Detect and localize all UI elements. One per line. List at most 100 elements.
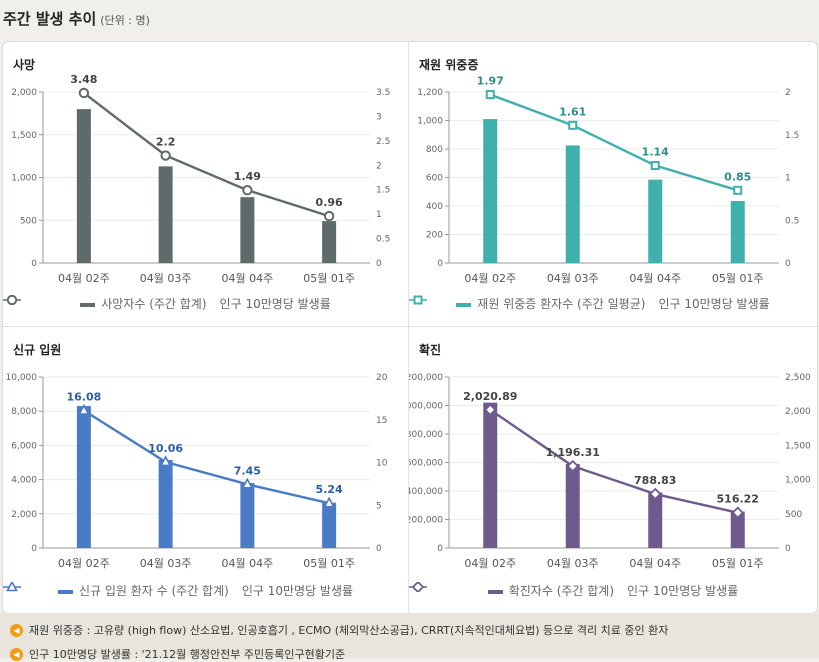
- line-point-marker: [566, 459, 580, 473]
- note-text: 인구 10만명당 발생률 : '21.12월 행정안전부 주민등록인구현황기준: [29, 648, 346, 661]
- y-left-tick-label: 1,200,000: [409, 373, 443, 383]
- chart-svg: 0 500 1,000 1,500 2,000 0 0.5 1 1.5 2 2.5 3 3.5 04월 0…: [11, 73, 390, 285]
- x-tick-label: 04월 02주: [464, 557, 516, 570]
- legend-line-swatch: [409, 582, 427, 592]
- data-label: 1,196.31: [546, 446, 600, 459]
- x-tick-label: 04월 02주: [58, 272, 110, 285]
- legend: 사망자수 (주간 합계) 인구 10만명당 발생률: [3, 295, 408, 312]
- y-left-tick-label: 10,000: [6, 373, 38, 383]
- x-tick-label: 04월 02주: [464, 272, 516, 285]
- bar: [730, 511, 745, 548]
- bar: [730, 201, 745, 263]
- line-point-marker: [483, 403, 497, 417]
- y-right-tick-label: 0.5: [376, 235, 390, 245]
- bar: [648, 179, 663, 263]
- legend: 신규 입원 환자 수 (주간 합계) 인구 10만명당 발생률: [3, 582, 408, 599]
- notes-box: ◀ 재원 위중증 : 고유량 (high flow) 산소요법, 인공호흡기 ,…: [0, 613, 819, 661]
- legend: 확진자수 (주간 합계) 인구 10만명당 발생률: [409, 582, 817, 599]
- line-point-marker: [648, 487, 662, 501]
- line-point-marker: [733, 185, 743, 195]
- legend-label: 사망자수 (주간 합계): [101, 297, 207, 311]
- x-tick-label: 04월 02주: [58, 557, 110, 570]
- line-point-marker: [241, 477, 254, 489]
- y-left-tick-label: 1,000: [11, 174, 37, 184]
- y-left-tick-label: 1,000: [417, 117, 443, 127]
- x-tick-label: 04월 04주: [629, 272, 681, 285]
- y-left-tick-label: 0: [437, 544, 443, 554]
- line-point-marker: [159, 455, 172, 467]
- y-left-tick-label: 2,000: [11, 88, 37, 98]
- note-text: 재원 위중증 : 고유량 (high flow) 산소요법, 인공호흡기 , E…: [29, 624, 669, 637]
- legend-swatch: [80, 302, 96, 307]
- legend-marker: [413, 295, 423, 305]
- legend-label: 인구 10만명당 발생률: [219, 297, 331, 311]
- bar: [648, 492, 663, 548]
- bar: [76, 406, 91, 548]
- panel-critical: 재원 위중증 0 200 400 600 800 1,000 1,200 0 0.5 1 1.5 2 0…: [409, 42, 817, 327]
- y-left-tick-label: 400: [426, 202, 443, 212]
- chart-svg: 0 200 400 600 800 1,000 1,200 0 0.5 1 1.5 2 04월 02주 0…: [417, 75, 799, 285]
- y-right-tick-label: 0: [785, 544, 791, 554]
- bar: [565, 145, 580, 263]
- legend-label: 확진자수 (주간 합계): [508, 584, 615, 598]
- y-left-tick-label: 800: [426, 145, 443, 155]
- legend-item-bar: 재원 위중증 환자수 (주간 일평균): [456, 295, 645, 312]
- y-left-tick-label: 8,000: [11, 407, 37, 417]
- bar: [240, 197, 255, 263]
- data-label: 2.2: [156, 136, 176, 149]
- data-label: 10.06: [148, 442, 183, 455]
- bar: [158, 166, 173, 263]
- y-left-tick-label: 2,000: [11, 510, 37, 520]
- y-right-tick-label: 1,000: [785, 476, 811, 486]
- page-title-text: 주간 발생 추이: [3, 10, 97, 28]
- x-tick-label: 05월 01주: [303, 272, 355, 285]
- y-right-tick-label: 2.5: [376, 137, 390, 147]
- series-line: [83, 92, 330, 218]
- legend-marker: [411, 582, 425, 592]
- legend-item-bar: 확진자수 (주간 합계): [487, 582, 615, 599]
- y-left-tick-label: 6,000: [11, 441, 37, 451]
- legend-marker: [6, 295, 18, 305]
- bar: [483, 119, 498, 263]
- bar: [565, 463, 580, 548]
- x-tick-label: 04월 04주: [222, 272, 274, 285]
- data-label: 0.85: [724, 170, 751, 183]
- legend-marker: [6, 582, 18, 592]
- line-point-marker: [650, 161, 660, 171]
- data-label: 1.61: [559, 105, 586, 118]
- chart-grid: 사망 0 500 1,000 1,500 2,000 0 0.5 1 1.5 2 2.5 3 3.5 04…: [2, 41, 818, 614]
- y-right-tick-label: 5: [376, 501, 382, 511]
- legend-item-bar: 사망자수 (주간 합계): [80, 295, 207, 312]
- y-left-tick-label: 600: [426, 174, 443, 184]
- line-point-marker: [323, 210, 335, 222]
- page-title: 주간 발생 추이 (단위 : 명): [3, 8, 150, 29]
- line-point-marker: [323, 496, 335, 508]
- legend: 재원 위중증 환자수 (주간 일평균) 인구 10만명당 발생률: [409, 295, 817, 312]
- legend-swatch: [456, 302, 472, 307]
- legend-item-line: 인구 10만명당 발생률: [3, 295, 331, 312]
- data-label: 1.49: [234, 170, 261, 183]
- x-tick-label: 05월 01주: [712, 272, 764, 285]
- series-line: [489, 93, 739, 192]
- y-right-tick-label: 500: [785, 510, 802, 520]
- y-right-tick-label: 1: [376, 210, 382, 220]
- y-right-tick-label: 20: [376, 373, 388, 383]
- legend-label: 인구 10만명당 발생률: [658, 297, 770, 311]
- panel-admissions: 신규 입원 0 2,000 4,000 6,000 8,000 10,000 0 5 10 15 2…: [3, 327, 409, 613]
- chart-svg: 0 2,000 4,000 6,000 8,000 10,000 0 5 10 15 20 04월 0…: [6, 373, 388, 570]
- legend-line-swatch: [409, 295, 427, 305]
- data-label: 5.24: [316, 483, 343, 496]
- data-label: 0.96: [316, 196, 343, 209]
- x-tick-label: 05월 01주: [712, 557, 764, 570]
- line-point-marker: [568, 120, 578, 130]
- data-label: 516.22: [717, 493, 759, 506]
- y-right-tick-label: 2: [785, 88, 791, 98]
- bar: [76, 109, 91, 263]
- data-label: 16.08: [66, 391, 101, 404]
- legend-label: 인구 10만명당 발생률: [627, 584, 739, 598]
- y-left-tick-label: 0: [31, 544, 37, 554]
- legend-label: 인구 10만명당 발생률: [241, 584, 354, 598]
- x-tick-label: 04월 03주: [547, 272, 599, 285]
- series-line: [489, 408, 739, 514]
- line-point-marker: [242, 185, 253, 196]
